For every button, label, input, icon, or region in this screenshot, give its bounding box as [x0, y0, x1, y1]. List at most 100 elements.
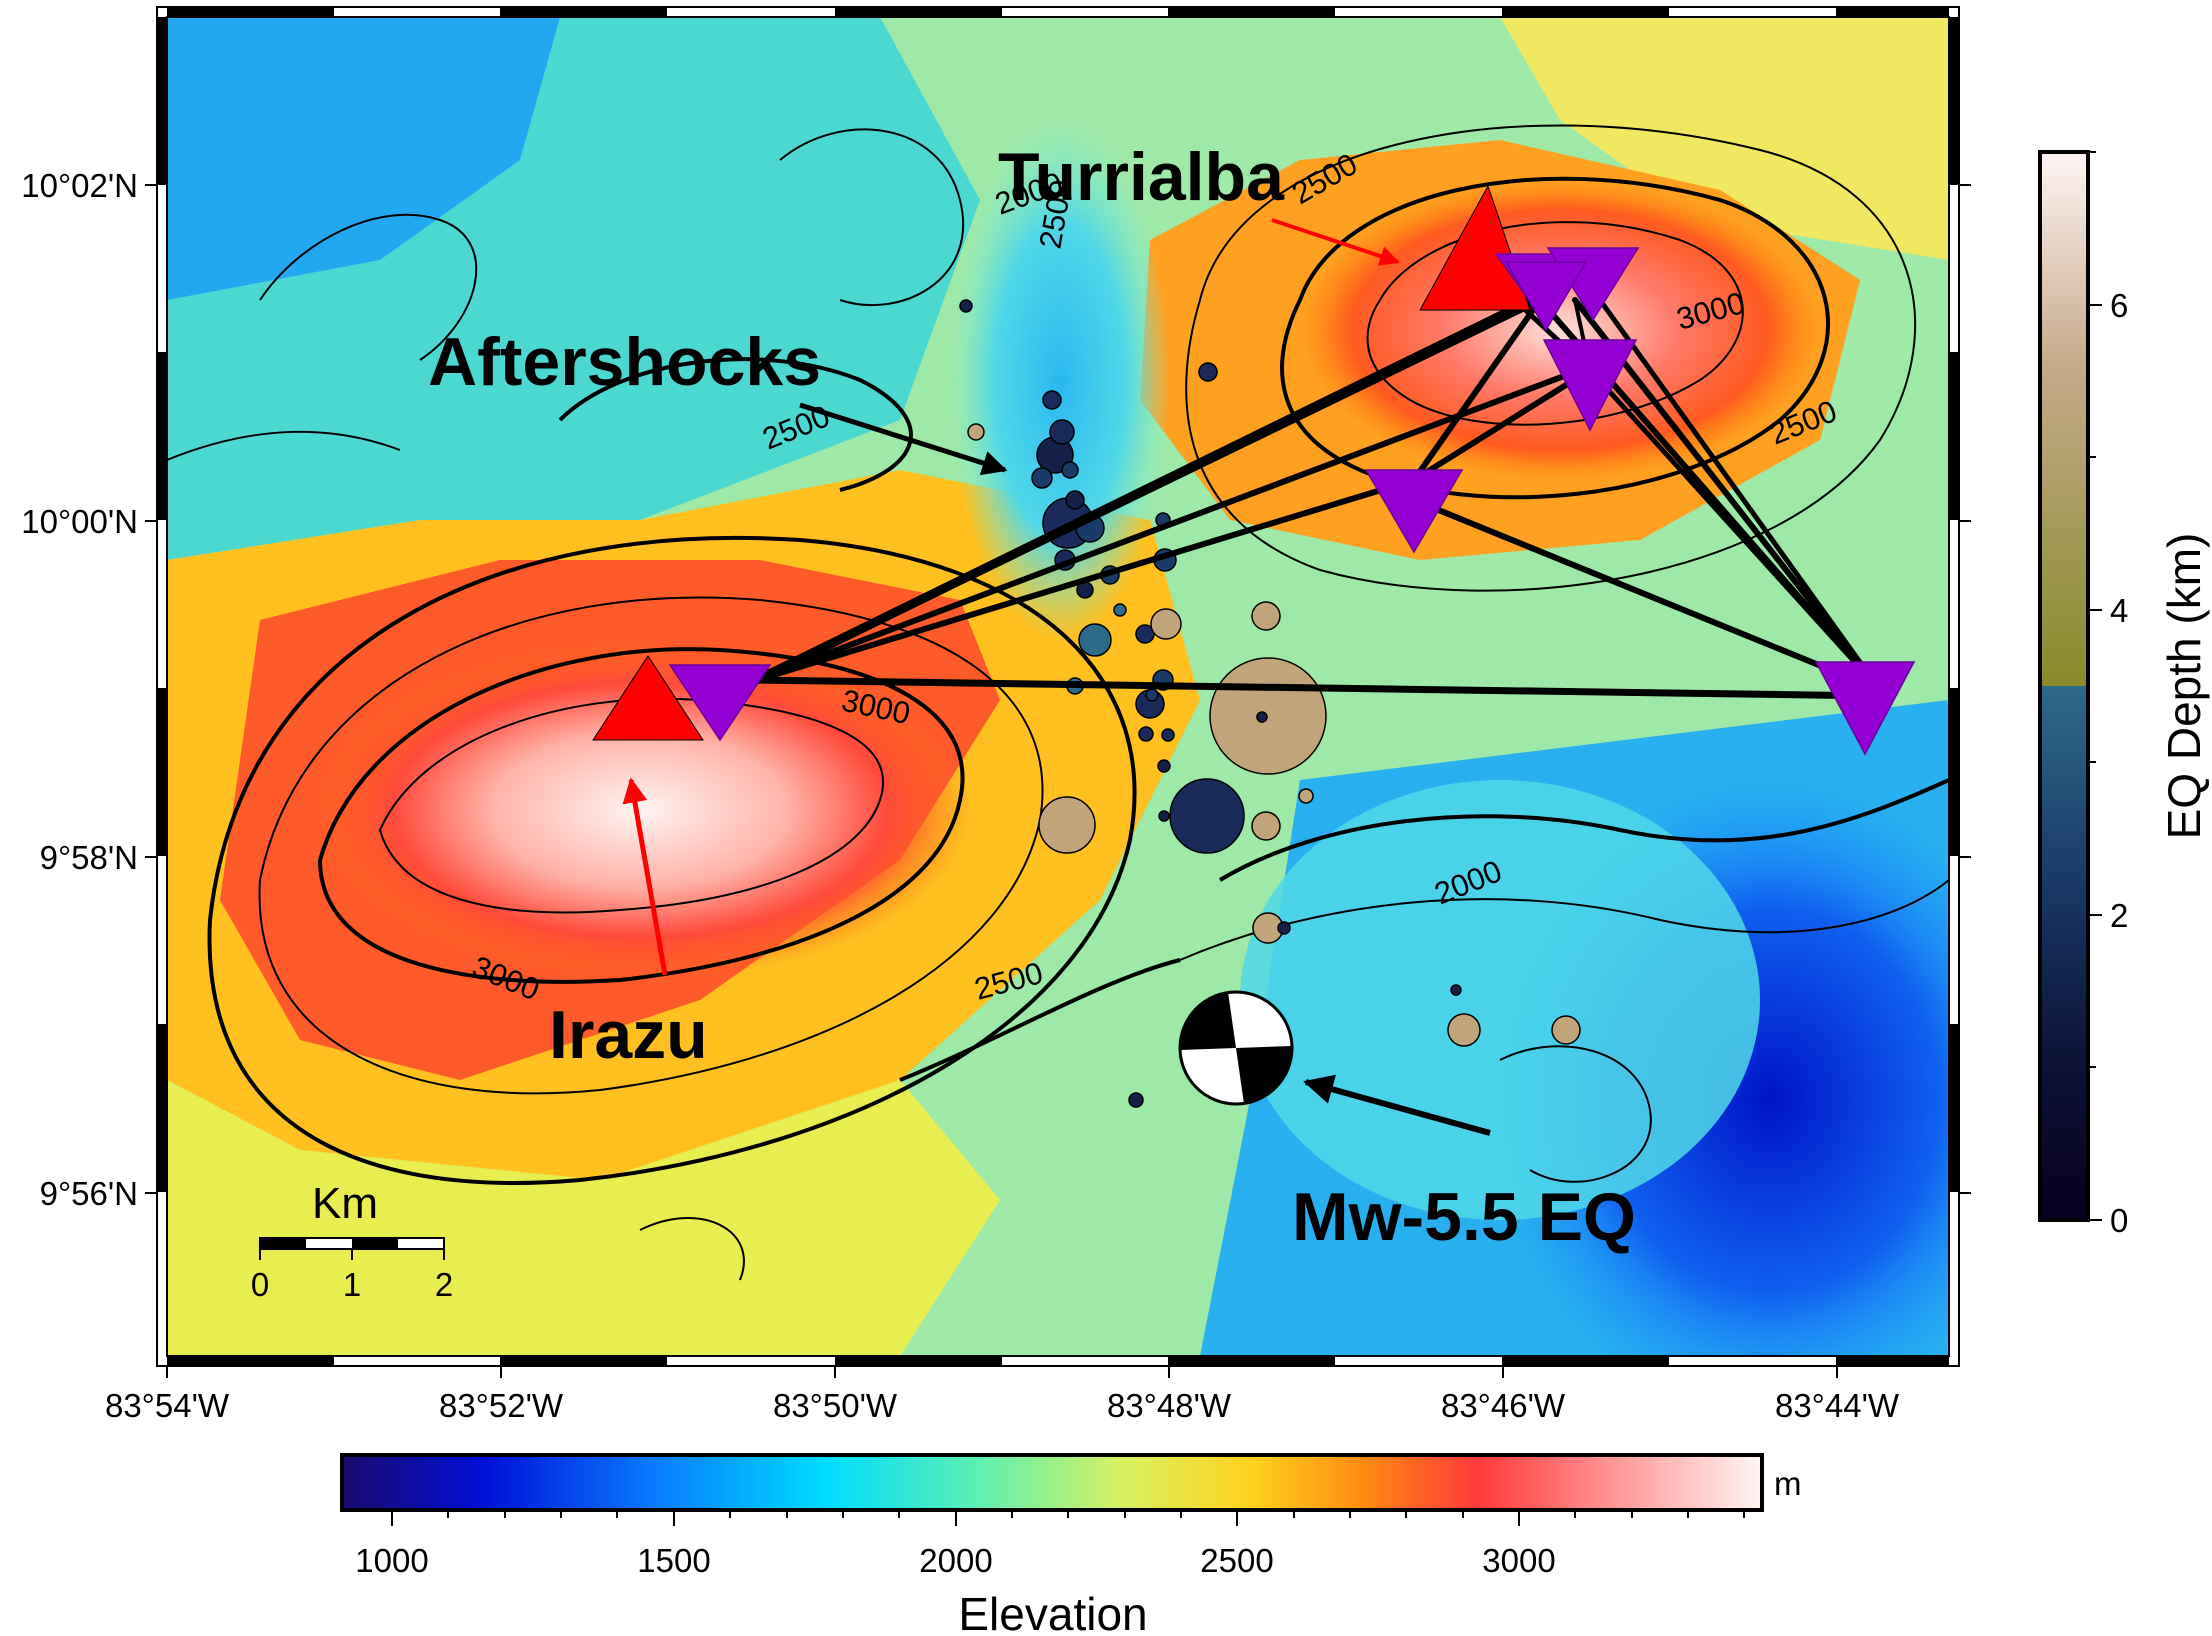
depth-tick-label: 0	[2110, 1202, 2128, 1239]
ray-path	[754, 367, 1583, 683]
terrain-south-west	[167, 1080, 1000, 1356]
terrain-irazu-summit	[310, 640, 970, 980]
earthquake-markers	[959, 299, 1581, 1108]
earthquake-marker	[1251, 601, 1281, 631]
earthquake-marker	[1049, 419, 1075, 445]
ray-path	[1572, 297, 1883, 693]
earthquake-marker	[1209, 657, 1327, 775]
elevation-tick-label: 3000	[1482, 1542, 1555, 1579]
elevation-tick-label: 2500	[1200, 1542, 1273, 1579]
frame-bar	[157, 688, 167, 856]
ray-path	[1587, 367, 1883, 693]
lon-tick-label: 83°50'W	[773, 1387, 898, 1424]
ray-path	[1411, 297, 1543, 483]
earthquake-marker	[1169, 778, 1245, 854]
depth-colorbar: 0 2 4 6 EQ Depth (km)	[2038, 150, 2210, 1239]
label-eq: Mw-5.5 EQ	[1292, 1179, 1636, 1255]
ray-path	[1411, 367, 1593, 483]
elevation-tick-label: 1500	[637, 1542, 710, 1579]
lat-tick-label: 10°00'N	[21, 503, 138, 540]
scale-bar-label: 0	[251, 1266, 269, 1303]
earthquake-marker	[1061, 461, 1079, 479]
station-marker	[1542, 339, 1638, 432]
earthquake-marker	[1551, 1015, 1581, 1045]
contour-lines	[167, 124, 1949, 1281]
lat-tick-label: 9°58'N	[40, 839, 138, 876]
depth-tick-label: 4	[2110, 592, 2128, 629]
lat-tick-label: 10°02'N	[21, 167, 138, 204]
elevation-unit: m	[1774, 1465, 1802, 1502]
frame-bar	[157, 17, 167, 185]
arrow-eq	[1303, 1074, 1491, 1136]
frame-bar	[835, 7, 1002, 17]
frame-bar	[1168, 7, 1335, 17]
lon-tick-label: 83°48'W	[1107, 1387, 1232, 1424]
earthquake-marker	[1298, 788, 1314, 804]
frame-bar	[500, 7, 667, 17]
station-marker	[1814, 661, 1916, 756]
frame-bar	[1949, 1024, 1959, 1192]
volcano-marker-turrialba	[1419, 184, 1531, 311]
label-irazu: Irazu	[549, 997, 708, 1073]
frame-bar	[167, 7, 334, 17]
scale-bar-title: Km	[312, 1179, 378, 1228]
terrain-north-west-low	[167, 17, 560, 300]
frame-bar	[835, 1356, 1002, 1366]
scale-bar-label: 2	[435, 1266, 453, 1303]
elevation-colorbar-title: Elevation	[958, 1588, 1147, 1636]
lon-tick-label: 83°46'W	[1441, 1387, 1566, 1424]
terrain-north-east	[1500, 17, 1949, 260]
scale-bar: Km 0 1 2	[251, 1179, 453, 1303]
frame-bar	[500, 1356, 667, 1366]
lon-tick-label: 83°54'W	[105, 1387, 230, 1424]
frame-bar	[1836, 1356, 1949, 1366]
frame-bar	[1168, 1356, 1335, 1366]
depth-tick-label: 6	[2110, 287, 2128, 324]
earthquake-marker	[1447, 1013, 1481, 1047]
earthquake-marker	[1031, 467, 1053, 489]
earthquake-marker	[1158, 810, 1170, 822]
frame-bar	[1949, 352, 1959, 520]
earthquake-marker	[967, 423, 985, 441]
earthquake-marker	[1078, 623, 1112, 657]
earthquake-marker	[1277, 921, 1291, 935]
station-marker	[668, 664, 772, 742]
elevation-colorbar-ticks	[391, 1510, 1745, 1526]
ray-path	[1411, 497, 1883, 693]
depth-colorbar-ticks	[2088, 151, 2102, 1221]
scale-bar-segment	[352, 1238, 398, 1249]
station-marker	[1364, 469, 1464, 554]
map-outer-border	[156, 6, 1960, 1367]
earthquake-marker	[1113, 603, 1127, 617]
earthquake-marker	[1150, 608, 1182, 640]
earthquake-marker	[1161, 728, 1175, 742]
elevation-tick-label: 1000	[355, 1542, 428, 1579]
elevation-tick-label: 2000	[919, 1542, 992, 1579]
lat-tick-label: 9°56'N	[40, 1175, 138, 1212]
depth-colorbar-gradient	[2038, 150, 2090, 1222]
annotation-arrows	[622, 218, 1491, 1136]
map-border	[166, 16, 1950, 1357]
label-turrialba: Turrialba	[998, 139, 1285, 215]
ray-path	[754, 477, 1417, 683]
station-marker	[1504, 261, 1588, 332]
frame-bar	[1949, 17, 1959, 185]
focal-mechanism	[1178, 990, 1294, 1106]
lon-tick-label: 83°52'W	[439, 1387, 564, 1424]
earthquake-marker	[1157, 759, 1171, 773]
earthquake-marker	[1038, 796, 1096, 854]
earthquake-marker	[1042, 390, 1062, 410]
elevation-colorbar: 1000 1500 2000 2500 3000 m Elevation	[340, 1453, 1802, 1636]
scale-bar-segment	[260, 1238, 306, 1249]
frame-bar	[1949, 688, 1959, 856]
earthquake-marker	[1138, 726, 1154, 742]
earthquake-marker	[959, 299, 973, 313]
ray-path	[753, 676, 1884, 700]
map-panel: 2000 2500 2500 3000 3000 2500 3000 2000 …	[167, 17, 1949, 1356]
frame-bar	[167, 1356, 334, 1366]
earthquake-marker	[1251, 811, 1281, 841]
volcano-marker-irazu	[592, 655, 704, 741]
map-ticks	[145, 184, 1971, 1378]
earthquake-marker	[1065, 490, 1085, 510]
